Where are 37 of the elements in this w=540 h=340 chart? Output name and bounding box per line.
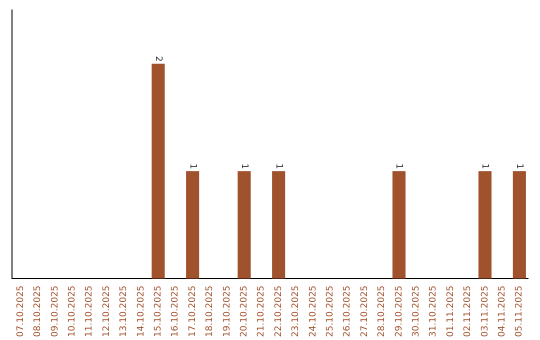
x-tick-label: 20.10.2025: [240, 285, 250, 337]
x-tick-label: 28.10.2025: [377, 285, 388, 337]
x-tick-label: 22.10.2025: [274, 285, 284, 337]
x-tick-label: 25.10.2025: [326, 285, 336, 337]
data-label: 1: [514, 163, 524, 170]
x-tick-label: 18.10.2025: [205, 285, 216, 337]
x-tick-label: 05.11.2025: [514, 285, 525, 337]
x-tick-label: 26.10.2025: [342, 285, 353, 337]
x-tick-label: 10.10.2025: [68, 285, 78, 337]
x-tick-label: 24.10.2025: [308, 285, 318, 337]
x-tick-label: 02.11.2025: [463, 285, 474, 337]
x-tick-label: 04.11.2025: [498, 285, 508, 337]
x-tick-label: 12.10.2025: [102, 285, 112, 337]
x-tick-label: 08.10.2025: [33, 285, 44, 337]
x-tick-label: 21.10.2025: [256, 285, 267, 337]
x-tick-label: 27.10.2025: [360, 285, 370, 337]
x-tick-label: 14.10.2025: [136, 285, 146, 337]
x-tick-label: 30.10.2025: [412, 285, 422, 337]
data-label: 1: [187, 163, 198, 170]
x-tick-label: 31.10.2025: [428, 285, 439, 337]
x-tick-label: 11.10.2025: [84, 285, 95, 337]
data-label: 1: [238, 163, 249, 170]
x-tick-label: 23.10.2025: [291, 285, 302, 337]
x-tick-label: 09.10.2025: [50, 285, 60, 337]
x-tick-label: 16.10.2025: [170, 285, 181, 337]
data-label: 2: [152, 56, 163, 62]
data-label: 1: [394, 163, 404, 170]
x-tick-label: 03.11.2025: [480, 285, 490, 337]
x-tick-label: 29.10.2025: [394, 285, 404, 337]
x-tick-label: 01.11.2025: [446, 285, 456, 337]
x-tick-label: 19.10.2025: [222, 285, 232, 337]
x-tick-label: 15.10.2025: [154, 285, 164, 337]
x-tick-label: 17.10.2025: [188, 285, 198, 337]
x-tick-label: 07.10.2025: [16, 285, 26, 337]
data-label: 1: [273, 163, 284, 170]
data-label: 1: [480, 163, 490, 170]
x-tick-label: 13.10.2025: [119, 285, 130, 337]
